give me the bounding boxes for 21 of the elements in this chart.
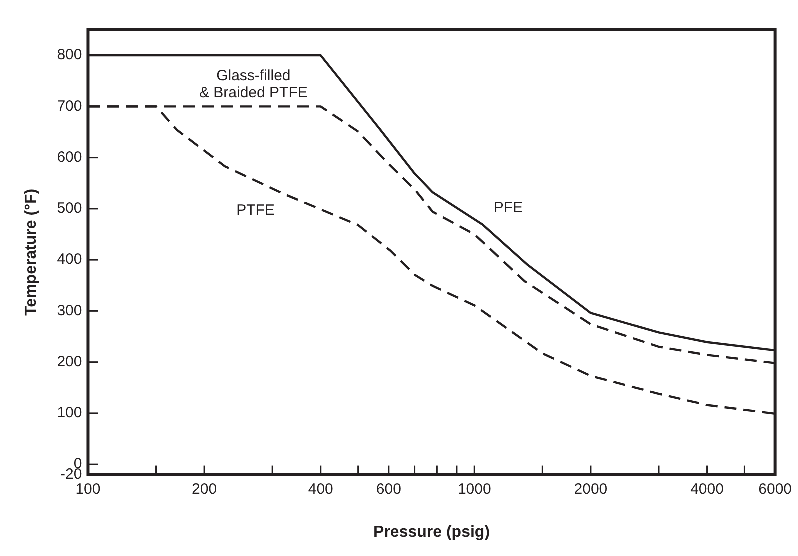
x-tick-label: 100 [76,480,101,498]
y-tick-label: 400 [57,251,82,268]
y-tick-label: 300 [57,302,82,320]
x-tick-label: 6000 [758,480,792,498]
y-tick-label: 200 [57,353,82,370]
x-tick-label: 4000 [690,480,724,498]
y-axis-title: Temperature (°F) [23,188,40,316]
series-label: PTFE [236,202,275,219]
y-tick-label: 500 [57,200,82,218]
x-tick-label: 2000 [574,480,608,498]
x-tick-label: 1000 [458,480,492,498]
y-tick-label: 800 [57,46,82,64]
series-label: Glass-filled & Braided PTFE [199,67,308,102]
series-label: PFE [494,199,523,216]
x-axis-title: Pressure (psig) [374,524,490,541]
y-tick-label: 700 [57,98,82,115]
y-tick-label: 100 [57,404,82,422]
x-tick-label: 600 [376,480,402,498]
x-tick-label: 400 [308,480,334,498]
x-tick-label: 200 [192,480,218,498]
y-tick-label: 600 [57,148,82,166]
